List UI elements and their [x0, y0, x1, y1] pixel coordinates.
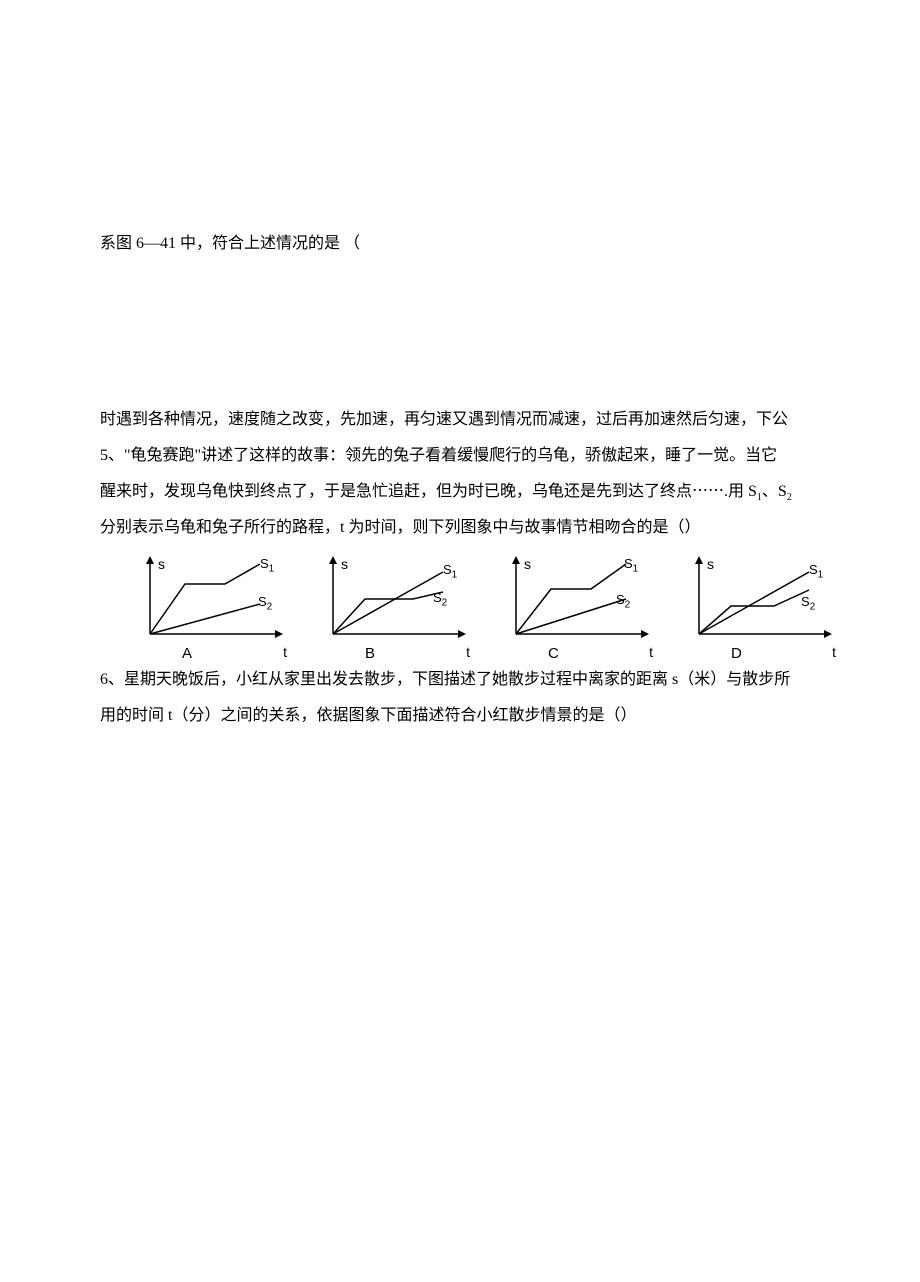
label-s1-B: S1: [443, 562, 457, 581]
chart-C: s t S1 S2 C: [496, 554, 661, 662]
sub-2: 2: [787, 492, 792, 503]
chart-C-line2: [516, 599, 626, 634]
axis-s-D: s: [707, 556, 714, 572]
axis-s-C: s: [524, 556, 531, 572]
paragraph-6b: 用的时间 t（分）之间的关系，依据图象下面描述符合小红散步情景的是（）: [100, 700, 820, 732]
paragraph-5a: 5、"龟兔赛跑"讲述了这样的故事：领先的兔子看着缓慢爬行的乌龟，骄傲起来，睡了一…: [100, 440, 820, 472]
label-s1-C: S1: [624, 556, 638, 575]
label-s1-A: S1: [260, 556, 274, 575]
axis-s-A: s: [158, 556, 165, 572]
label-s2-A: S2: [258, 594, 272, 613]
para5b-text: 醒来时，发现乌龟快到终点了，于是急忙追赶，但为时已晚，乌龟还是先到达了终点⋯⋯.…: [100, 483, 757, 500]
chart-B-line1: [333, 572, 443, 634]
chart-D: s t S1 S2 D: [679, 554, 844, 662]
axis-t-A: t: [283, 644, 287, 660]
chart-D-line1: [699, 572, 809, 634]
label-s2-D: S2: [801, 594, 815, 613]
axis-t-B: t: [466, 644, 470, 660]
axis-t-C: t: [649, 644, 653, 660]
paragraph-6a: 6、星期天晚饭后，小红从家里出发去散步，下图描述了她散步过程中离家的距离 s（米…: [100, 664, 820, 696]
chart-A-line2: [150, 604, 260, 634]
paragraph-5b: 醒来时，发现乌龟快到终点了，于是急忙追赶，但为时已晚，乌龟还是先到达了终点⋯⋯.…: [100, 476, 820, 508]
option-C: C: [548, 645, 559, 662]
option-A: A: [182, 645, 192, 662]
paragraph-5c: 分别表示乌龟和兔子所行的路程，t 为时间，则下列图象中与故事情节相吻合的是（）: [100, 512, 820, 544]
charts-row: s t S1 S2 A s t S1 S2 B: [130, 554, 820, 662]
label-s2-C: S2: [616, 592, 630, 611]
text-line-1: 系图 6—41 中，符合上述情况的是 （: [100, 228, 820, 260]
paragraph-4: 时遇到各种情况，速度随之改变，先加速，再匀速又遇到情况而减速，过后再加速然后匀速…: [100, 404, 820, 436]
chart-B: s t S1 S2 B: [313, 554, 478, 662]
axis-t-D: t: [832, 644, 836, 660]
label-s1-D: S1: [809, 562, 823, 581]
chart-B-line2: [333, 592, 443, 634]
option-B: B: [365, 645, 375, 662]
option-D: D: [731, 645, 742, 662]
chart-A-line1: [150, 564, 260, 634]
axis-s-B: s: [341, 556, 348, 572]
label-s2-B: S2: [433, 590, 447, 609]
chart-C-line1: [516, 564, 626, 634]
chart-A: s t S1 S2 A: [130, 554, 295, 662]
chart-D-line2: [699, 590, 809, 634]
spacer: [100, 264, 820, 404]
para5b-tail: 、S: [762, 483, 787, 500]
